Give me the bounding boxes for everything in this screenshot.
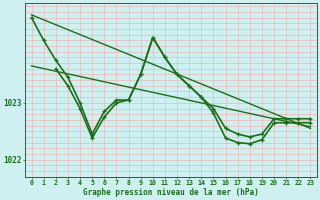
X-axis label: Graphe pression niveau de la mer (hPa): Graphe pression niveau de la mer (hPa) <box>83 188 259 197</box>
